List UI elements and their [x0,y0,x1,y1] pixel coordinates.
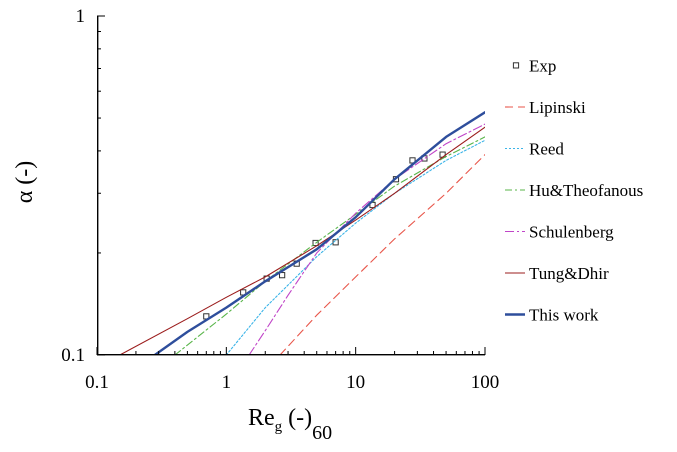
legend-item-this-work: This work [505,306,599,325]
plot-frame-bottom [97,354,485,356]
x-axis-title-tail: 60 [312,422,332,444]
y-axis-title: α (-) [12,161,38,204]
series-exp [203,151,446,320]
legend-item-schulenberg: Schulenberg [505,223,614,242]
legend-item-hu-theofanous: Hu&Theofanous [505,181,643,200]
series-line-schulenberg [248,123,485,355]
x-tick-label: 100 [471,372,500,393]
series-line-hu-theofanous [174,136,485,355]
x-axis-title-sub: g [275,419,283,435]
legend-label: This work [529,306,599,325]
legend-item-exp: Exp [512,57,556,76]
legend-item-lipinski: Lipinski [505,98,586,117]
legend-label: Tung&Dhir [529,264,609,283]
x-tick-label: 1 [222,372,232,393]
axes [97,16,485,356]
series-line-tung-dhir [119,126,485,355]
x-axis-title: Reg (-)60 [248,405,332,444]
plot-frame-left [97,16,99,355]
exp-data-point [332,239,339,246]
legend-marker [512,62,520,69]
legend-label: Exp [529,57,556,76]
series-line-reed [225,139,485,355]
legend-label: Schulenberg [529,223,614,242]
x-tick-label: 10 [346,372,365,393]
legend: Exp Lipinski Reed Hu&Theofanous Schulenberg T… [505,57,643,325]
series-layer [119,111,485,355]
y-tick-label: 1 [76,6,86,27]
axis-titles: α (-) Reg (-)60 [12,161,332,444]
series-line-this-work [153,111,485,355]
series-line-lipinski [279,154,485,355]
y-tick-label: 0.1 [61,345,85,366]
legend-label: Reed [529,140,564,159]
x-axis-title-suffix: (-) [282,405,312,431]
ticks: 0.1 1 10 100 0.1 1 [61,6,499,393]
exp-data-point [279,272,286,279]
legend-label: Hu&Theofanous [529,181,643,200]
legend-item-reed: Reed [505,140,564,159]
x-axis-title-main: Re [248,405,275,431]
legend-label: Lipinski [529,98,586,117]
legend-item-tung-dhir: Tung&Dhir [505,264,609,283]
x-tick-label: 0.1 [85,372,109,393]
